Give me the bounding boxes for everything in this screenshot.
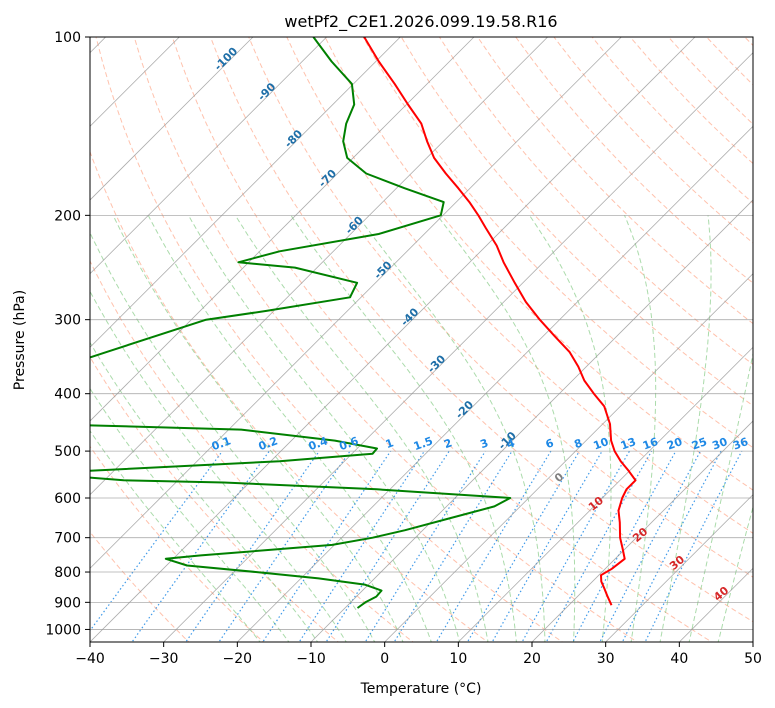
plot-frame	[89, 36, 754, 643]
isotherm-line	[90, 37, 401, 348]
dry-adiabat-line	[477, 37, 753, 325]
mixing-ratio-label: 0.4	[307, 434, 330, 453]
mixing-ratio-label: 2	[442, 436, 454, 451]
isotherm-line	[90, 37, 622, 569]
mixing-ratio-line	[298, 450, 425, 642]
y-tick-label: 600	[54, 491, 81, 507]
x-tick-label: 40	[670, 651, 688, 667]
mixing-ratio-label: 8	[572, 436, 584, 451]
isotherm-line	[90, 37, 254, 201]
x-tick-label: 10	[449, 651, 467, 667]
moist-adiabat-line	[290, 215, 517, 642]
dewpoint-line	[90, 37, 512, 609]
moist-adiabat-line	[90, 341, 319, 642]
mixing-ratio-label: 36	[731, 435, 750, 453]
temperature-line	[363, 37, 637, 606]
x-tick-label: −40	[75, 651, 105, 667]
mixing-ratio-label: 3	[478, 436, 490, 451]
isotherm-line	[90, 37, 327, 275]
mixing-ratio-label: 20	[665, 435, 684, 453]
moist-adiabat-line	[659, 215, 712, 642]
moist-adiabat-line	[90, 290, 347, 642]
dry-adiabat-line	[362, 37, 753, 449]
dry-adiabat-line	[95, 37, 564, 642]
x-axis-label: Temperature (°C)	[360, 681, 482, 697]
dry-adiabat-line	[286, 37, 753, 534]
isotherm-line	[90, 37, 475, 422]
y-tick-label: 400	[54, 387, 81, 403]
isotherm-line	[752, 641, 753, 642]
mixing-ratio-label: 13	[619, 435, 638, 452]
isotherm-line	[310, 199, 753, 642]
moist-adiabat-line	[90, 430, 261, 642]
y-tick-label: 500	[54, 444, 81, 460]
moist-adiabat-line	[528, 215, 612, 642]
y-tick-label: 200	[54, 208, 81, 224]
mixing-ratio-line	[572, 450, 677, 642]
x-tick-label: −10	[296, 651, 326, 667]
moist-adiabat-line	[624, 215, 657, 642]
isotherm-line	[458, 346, 753, 642]
mixing-ratio-line	[393, 450, 513, 642]
dry-adiabat-line	[90, 445, 265, 642]
mixing-ratio-label: 4	[505, 436, 517, 451]
moist-adiabat-line	[717, 505, 753, 642]
mixing-ratio-line	[621, 450, 722, 642]
mixing-ratio-label: 0.2	[257, 434, 280, 453]
y-tick-label: 800	[54, 565, 81, 581]
axis-ticks: −40 −30 −20 −10 0 10 20 30 40 5010020030040050060…	[45, 30, 762, 667]
mixing-ratio-label: 1	[384, 436, 396, 451]
isotherm-line	[90, 37, 548, 496]
mixing-ratio-line	[466, 450, 580, 642]
mixing-ratio-label: 25	[690, 435, 709, 452]
mixing-ratio-label: 6	[544, 436, 556, 451]
x-tick-label: 30	[597, 651, 615, 667]
x-tick-label: 20	[523, 651, 541, 667]
moist-adiabat-line	[436, 215, 576, 642]
mixing-ratio-label: 10	[592, 435, 611, 453]
mixing-ratio-line	[185, 450, 320, 642]
isotherm-line	[605, 494, 753, 642]
plot-background	[90, 37, 753, 642]
mixing-ratio-line	[325, 450, 450, 642]
isotherm-line	[90, 37, 696, 642]
moist-adiabat-line	[112, 215, 404, 642]
dry-adiabat-line	[438, 37, 753, 366]
y-tick-label: 900	[54, 595, 81, 611]
dry-adiabat-line	[324, 37, 753, 491]
mixing-ratio-line	[218, 450, 351, 642]
mixing-ratio-line	[599, 450, 702, 642]
x-tick-label: 50	[744, 651, 762, 667]
mixing-ratio-label: 0.1	[210, 434, 233, 453]
moist-adiabat-line	[90, 231, 376, 642]
x-tick-label: −20	[223, 651, 253, 667]
mixing-ratio-label: 30	[710, 435, 729, 453]
y-tick-label: 100	[54, 30, 81, 46]
y-tick-label: 300	[54, 313, 81, 329]
mixing-ratio-label: 0.6	[338, 434, 361, 453]
dry-adiabat-line	[90, 356, 339, 642]
y-axis-label: Pressure (hPa)	[12, 290, 28, 390]
isotherm-line	[237, 125, 753, 642]
isotherm-line	[531, 420, 753, 642]
isotherm-line	[384, 273, 753, 642]
mixing-ratio-line	[90, 450, 223, 632]
moist-adiabat-line	[147, 215, 432, 642]
mixing-ratio-line	[262, 450, 392, 642]
x-tick-label: 0	[380, 651, 389, 667]
dry-adiabat-line	[90, 150, 489, 642]
profile-lines	[90, 37, 637, 609]
mixing-ratio-label: 16	[641, 435, 660, 453]
grid-layer	[90, 37, 753, 642]
mixing-ratio-label: 1.5	[412, 434, 435, 453]
moist-adiabat-line	[234, 215, 489, 642]
moist-adiabat-line	[188, 215, 461, 642]
x-tick-label: −30	[149, 651, 179, 667]
y-tick-label: 1000	[45, 622, 81, 638]
moist-adiabat-line	[356, 215, 546, 642]
chart-title: wetPf2_C2E1.2026.099.19.58.R16	[284, 12, 557, 32]
y-tick-label: 700	[54, 531, 81, 547]
isotherm-line	[163, 52, 753, 642]
